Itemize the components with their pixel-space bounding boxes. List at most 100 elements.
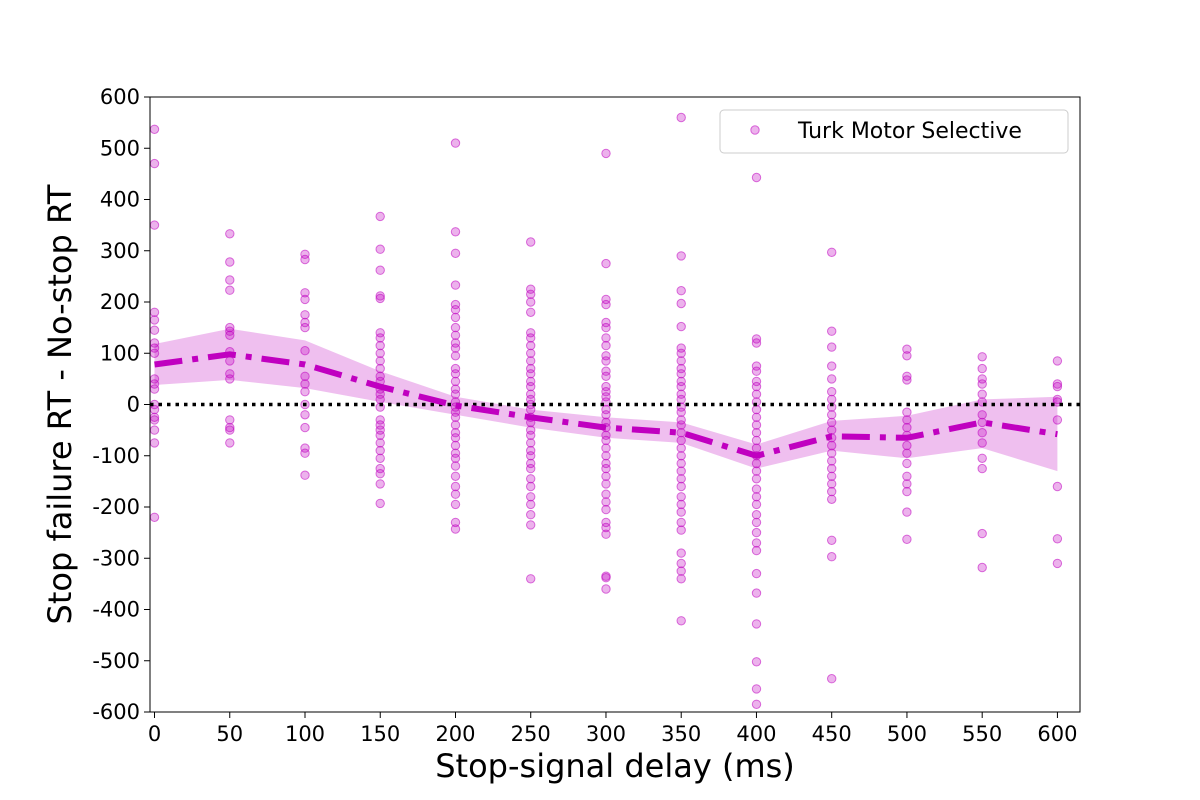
data-point (751, 376, 762, 387)
data-point (601, 366, 611, 376)
data-point (601, 294, 611, 305)
data-point (601, 443, 611, 453)
y-tick-label: -200 (92, 495, 140, 519)
data-point (751, 389, 762, 399)
data-point (676, 369, 686, 379)
data-point (526, 363, 536, 374)
data-point (375, 328, 385, 338)
data-point (751, 338, 762, 348)
data-point (676, 566, 686, 576)
data-point (751, 699, 762, 709)
data-point (676, 356, 686, 366)
data-point (751, 568, 762, 579)
data-point (1052, 534, 1063, 544)
data-point (601, 317, 611, 328)
data-point (676, 481, 686, 492)
data-point (676, 415, 686, 425)
data-point (526, 348, 536, 358)
data-point (676, 286, 686, 296)
x-tick-label: 250 (511, 722, 551, 746)
data-point (601, 489, 611, 499)
data-point (450, 517, 461, 528)
data-point (601, 371, 611, 381)
data-point (526, 463, 536, 474)
data-point (827, 448, 837, 458)
data-point (450, 330, 461, 340)
data-point (676, 517, 686, 528)
data-point (751, 545, 762, 556)
data-point (751, 484, 762, 494)
x-tick-label: 100 (285, 722, 325, 746)
data-point (450, 384, 461, 394)
data-point (902, 375, 912, 385)
data-point (1052, 356, 1063, 366)
data-point (526, 237, 536, 247)
data-point (601, 322, 611, 333)
data-point (225, 374, 235, 384)
data-point (751, 684, 762, 694)
data-point (450, 312, 461, 323)
data-point (526, 438, 536, 448)
data-point (977, 453, 987, 463)
data-point (149, 404, 160, 415)
data-point (902, 415, 912, 425)
x-tick-label: 450 (812, 722, 852, 746)
data-point (601, 522, 611, 533)
plot-area (149, 96, 1081, 713)
data-point (526, 404, 536, 415)
data-point (676, 420, 686, 430)
data-point (300, 288, 310, 298)
y-tick-label: -300 (92, 546, 140, 570)
data-point (225, 415, 235, 425)
data-point (601, 333, 611, 343)
data-point (450, 489, 461, 499)
data-point (902, 479, 912, 489)
data-point (902, 458, 912, 469)
data-point (225, 422, 235, 433)
data-point (450, 433, 461, 443)
data-point (375, 498, 385, 509)
data-point (225, 369, 235, 379)
legend: Turk Motor Selective (719, 109, 1069, 154)
data-point (827, 374, 837, 384)
data-point (225, 322, 235, 333)
data-point (300, 448, 310, 458)
data-point (601, 458, 611, 469)
data-point (450, 322, 461, 333)
data-point (751, 619, 762, 629)
data-point (375, 340, 385, 351)
data-point (526, 425, 536, 435)
y-tick-label: 600 (100, 85, 140, 109)
x-axis-label: Stop-signal delay (ms) (435, 747, 795, 785)
data-point (526, 474, 536, 484)
data-point (450, 461, 461, 471)
data-point (827, 387, 837, 397)
data-point (149, 348, 160, 358)
data-point (601, 351, 611, 361)
data-point (827, 552, 837, 562)
data-point (526, 369, 536, 379)
data-point (601, 529, 611, 539)
data-point (751, 381, 762, 392)
scatter-points (149, 112, 1063, 709)
x-tick-label: 150 (360, 722, 400, 746)
data-point (225, 438, 235, 448)
data-point (827, 394, 837, 405)
data-point (300, 322, 310, 333)
data-point (526, 458, 536, 469)
data-point (601, 299, 611, 310)
data-point (676, 298, 686, 309)
data-point (751, 361, 762, 371)
y-tick-label: 100 (100, 341, 140, 365)
data-point (601, 392, 611, 402)
data-point (751, 428, 762, 438)
data-point (902, 534, 912, 544)
legend-label: Turk Motor Selective (797, 119, 1022, 144)
data-point (676, 458, 686, 469)
data-point (300, 294, 310, 305)
data-point (300, 254, 310, 265)
data-point (300, 371, 310, 381)
data-point (601, 258, 611, 269)
data-point (751, 420, 762, 430)
data-point (827, 425, 837, 435)
